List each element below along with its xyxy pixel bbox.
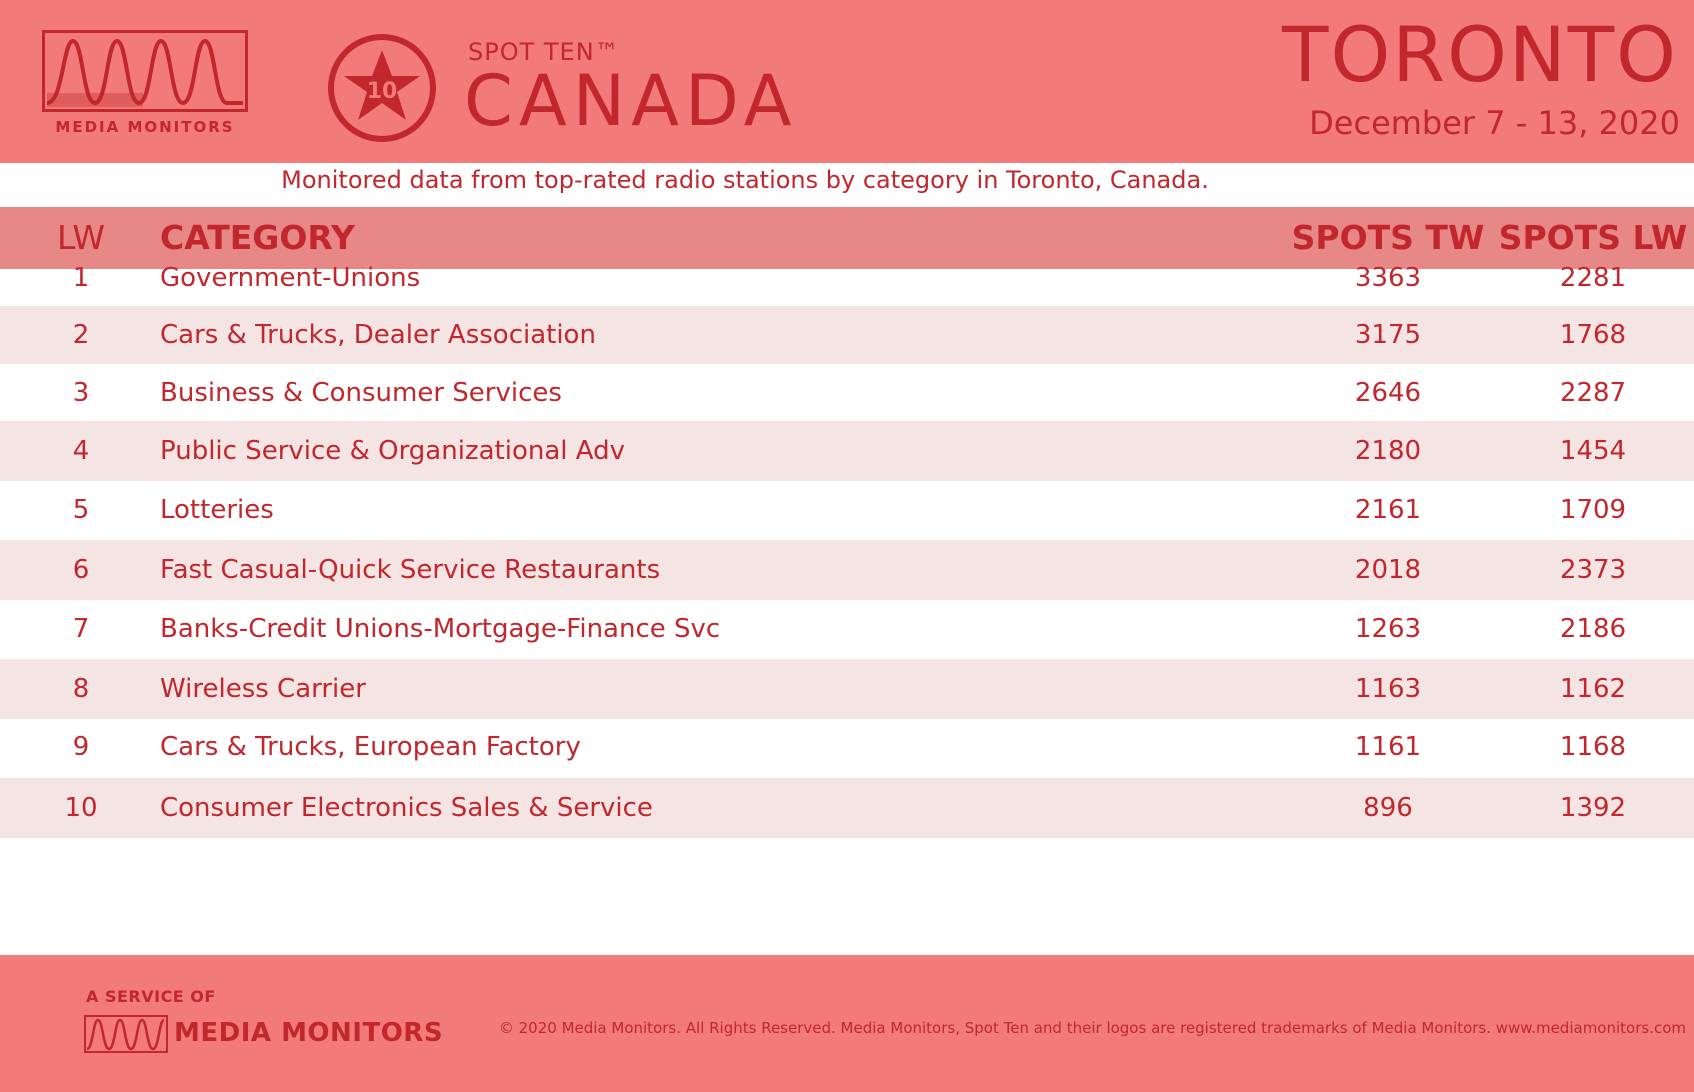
row-spots-lw: 2281 <box>1559 263 1627 293</box>
row-category: Business & Consumer Services <box>160 378 562 408</box>
row-rank: 10 <box>64 793 98 823</box>
row-spots-tw: 1161 <box>1354 732 1422 762</box>
table-row: 7 Banks-Credit Unions-Mortgage-Finance Sv… <box>0 600 1694 658</box>
row-spots-lw: 1454 <box>1559 436 1627 466</box>
row-spots-lw: 1168 <box>1559 732 1627 762</box>
footer-wordmark: MEDIA MONITORS <box>174 1018 444 1048</box>
row-rank: 1 <box>72 263 90 293</box>
header-spots-tw: SPOTS TW <box>1291 218 1485 257</box>
row-rank: 7 <box>72 614 90 644</box>
media-monitors-logo: MEDIA MONITORS <box>42 30 252 140</box>
header-spots-lw: SPOTS LW <box>1498 218 1688 257</box>
badge-number: 10 <box>367 79 398 104</box>
table-row: 4 Public Service & Organizational Adv 2180… <box>0 421 1694 481</box>
row-rank: 2 <box>72 320 90 350</box>
row-category: Banks-Credit Unions-Mortgage-Finance Svc <box>160 614 721 644</box>
row-category: Fast Casual-Quick Service Restaurants <box>160 555 661 585</box>
copyright-notice: © 2020 Media Monitors. All Rights Reserv… <box>498 1019 1686 1037</box>
row-rank: 4 <box>72 436 90 466</box>
row-category: Cars & Trucks, European Factory <box>160 732 581 762</box>
row-spots-tw: 3175 <box>1354 320 1422 350</box>
row-spots-tw: 2180 <box>1354 436 1422 466</box>
row-category: Wireless Carrier <box>160 674 366 704</box>
subtitle: Monitored data from top-rated radio stat… <box>281 166 1209 194</box>
row-spots-lw: 1768 <box>1559 320 1627 350</box>
table-row: 3 Business & Consumer Services 2646 2287 <box>0 365 1694 421</box>
row-rank: 8 <box>72 674 90 704</box>
row-spots-tw: 1263 <box>1354 614 1422 644</box>
row-spots-tw: 2018 <box>1354 555 1422 585</box>
row-spots-lw: 1392 <box>1559 793 1627 823</box>
row-category: Public Service & Organizational Adv <box>160 436 625 466</box>
spot-ten-star-badge-icon: 10 <box>326 32 438 144</box>
spot-ten-title: CANADA <box>464 60 798 142</box>
city-title: TORONTO <box>1282 10 1678 99</box>
row-category: Lotteries <box>160 495 274 525</box>
row-spots-lw: 2373 <box>1559 555 1627 585</box>
date-range: December 7 - 13, 2020 <box>1309 104 1680 142</box>
row-rank: 5 <box>72 495 90 525</box>
row-spots-lw: 1162 <box>1559 674 1627 704</box>
row-spots-lw: 1709 <box>1559 495 1627 525</box>
header-rank: LW <box>57 218 105 257</box>
spot-ten-kicker: SPOT TEN™ <box>468 38 620 66</box>
row-spots-tw: 2161 <box>1354 495 1422 525</box>
media-monitors-logo-icon <box>42 30 248 112</box>
row-spots-lw: 2287 <box>1559 378 1627 408</box>
row-rank: 9 <box>72 732 90 762</box>
row-category: Cars & Trucks, Dealer Association <box>160 320 596 350</box>
row-category: Government-Unions <box>160 263 421 293</box>
row-spots-tw: 2646 <box>1354 378 1422 408</box>
row-rank: 6 <box>72 555 90 585</box>
table-row: 10 Consumer Electronics Sales & Service 89… <box>0 778 1694 838</box>
row-rank: 3 <box>72 378 90 408</box>
rankings-table: LW CATEGORY SPOTS TW SPOTS LW 1 Governmen… <box>0 207 1694 838</box>
row-spots-tw: 896 <box>1363 793 1413 823</box>
header-banner: MEDIA MONITORS 10 SPOT TEN™ CANADA TORON… <box>0 0 1694 163</box>
media-monitors-wordmark: MEDIA MONITORS <box>55 118 235 136</box>
footer-banner: A SERVICE OF MEDIA MONITORS © 2020 Media… <box>0 955 1694 1092</box>
table-row: 2 Cars & Trucks, Dealer Association 3175 17… <box>0 306 1694 364</box>
row-category: Consumer Electronics Sales & Service <box>160 793 653 823</box>
header-category: CATEGORY <box>160 218 355 257</box>
table-row: 1 Government-Unions 3363 2281 <box>0 250 1694 306</box>
row-spots-lw: 2186 <box>1559 614 1627 644</box>
row-spots-tw: 3363 <box>1354 263 1422 293</box>
table-row: 5 Lotteries 2161 1709 <box>0 481 1694 539</box>
table-header: LW CATEGORY SPOTS TW SPOTS LW <box>0 207 1694 269</box>
row-spots-tw: 1163 <box>1354 674 1422 704</box>
table-row: 6 Fast Casual-Quick Service Restaurants 20… <box>0 540 1694 600</box>
table-row: 8 Wireless Carrier 1163 1162 <box>0 659 1694 719</box>
media-monitors-logo-icon <box>84 1015 168 1053</box>
service-of-label: A SERVICE OF <box>86 987 216 1006</box>
table-row: 9 Cars & Trucks, European Factory 1161 1168 <box>0 718 1694 776</box>
